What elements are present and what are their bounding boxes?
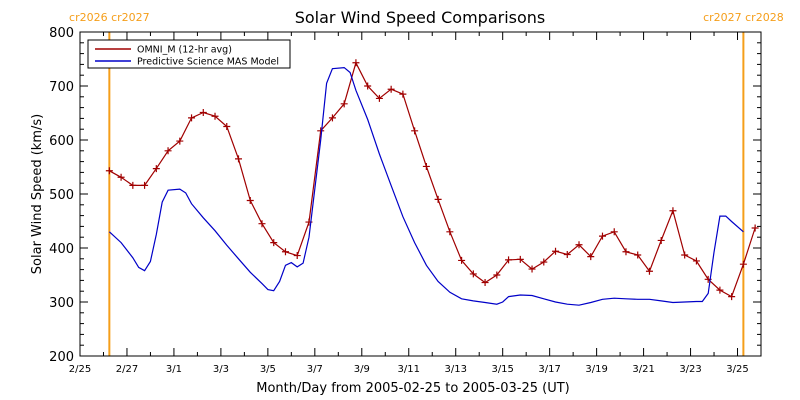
y-tick-label: 500 [49, 188, 74, 203]
x-tick-label: 3/3 [213, 364, 229, 375]
data-point [716, 286, 724, 294]
x-tick-label: 3/9 [354, 364, 370, 375]
x-tick-label: 3/13 [444, 364, 466, 375]
y-tick-label: 300 [49, 296, 74, 311]
legend-box [87, 39, 291, 69]
data-point [481, 279, 489, 287]
x-axis-label: Month/Day from 2005-02-25 to 2005-03-25 … [256, 381, 569, 396]
y-axis-label: Solar Wind Speed (km/s) [30, 114, 45, 274]
chart-title: Solar Wind Speed Comparisons [295, 8, 546, 27]
x-tick-label: 3/19 [585, 364, 607, 375]
data-point [211, 112, 219, 120]
data-point [375, 94, 383, 102]
x-tick-label: 3/25 [726, 364, 748, 375]
data-point [340, 100, 348, 108]
legend: OMNI_M (12-hr avg)Predictive Science MAS… [87, 39, 291, 69]
data-point [552, 247, 560, 255]
data-point [493, 271, 501, 279]
data-point [422, 162, 430, 170]
plot-frame [79, 31, 762, 357]
x-tick-label: 3/5 [260, 364, 276, 375]
data-point [563, 250, 571, 258]
data-point [293, 252, 301, 260]
data-point [246, 196, 254, 204]
data-point [575, 241, 583, 249]
data-point [739, 260, 747, 268]
data-point [528, 265, 536, 273]
data-point [188, 114, 196, 122]
y-tick-label: 400 [49, 242, 74, 257]
data-point [164, 147, 172, 155]
data-point [598, 232, 606, 240]
series-line [108, 66, 744, 306]
series-1 [108, 66, 744, 306]
data-point [352, 59, 360, 67]
x-tick-label: 3/23 [679, 364, 701, 375]
data-point [411, 127, 419, 135]
data-point [223, 123, 231, 130]
x-tick-label: 3/1 [166, 364, 182, 375]
data-point [446, 228, 454, 236]
data-point [634, 251, 642, 259]
data-point [751, 224, 759, 232]
y-tick-label: 200 [49, 350, 74, 365]
data-point [387, 85, 395, 93]
x-tick-label: 3/21 [632, 364, 654, 375]
y-tick-label: 800 [49, 26, 74, 41]
x-tick-label: 3/7 [307, 364, 323, 375]
data-point [728, 293, 736, 301]
data-point [258, 220, 266, 228]
data-point [505, 256, 513, 264]
data-point [117, 173, 125, 181]
rotation-marker-label: cr2026 cr2027 [69, 11, 150, 24]
x-tick-label: 2/27 [116, 364, 138, 375]
data-point [199, 108, 207, 116]
data-point [328, 114, 336, 122]
data-point [141, 181, 149, 189]
data-point [129, 181, 137, 189]
data-point [669, 207, 677, 215]
data-point [692, 257, 700, 265]
data-point [610, 228, 618, 236]
data-point [434, 195, 442, 203]
data-point [458, 256, 466, 264]
data-point [235, 155, 243, 163]
data-point [587, 253, 595, 261]
data-point [657, 236, 665, 244]
x-tick-label: 3/15 [491, 364, 513, 375]
data-point [399, 90, 407, 98]
data-point [270, 239, 278, 247]
data-point [469, 270, 477, 278]
x-tick-label: 2/25 [69, 364, 91, 375]
series-0 [105, 59, 759, 301]
legend-label: OMNI_M (12-hr avg) [137, 45, 232, 56]
data-point [281, 248, 289, 256]
y-tick-label: 600 [49, 134, 74, 149]
data-point [540, 258, 548, 266]
data-point [152, 165, 160, 173]
data-point [622, 248, 630, 256]
y-tick-label: 700 [49, 80, 74, 95]
data-point [317, 127, 325, 135]
data-point [364, 82, 372, 90]
x-tick-label: 3/17 [538, 364, 560, 375]
data-point [645, 267, 653, 275]
data-point [176, 137, 184, 145]
data-point [681, 251, 689, 259]
series-line [109, 61, 756, 298]
legend-label: Predictive Science MAS Model [137, 57, 279, 68]
rotation-marker-label: cr2027 cr2028 [703, 11, 784, 24]
data-point [516, 255, 524, 263]
data-point [105, 167, 113, 175]
x-tick-label: 3/11 [398, 364, 420, 375]
